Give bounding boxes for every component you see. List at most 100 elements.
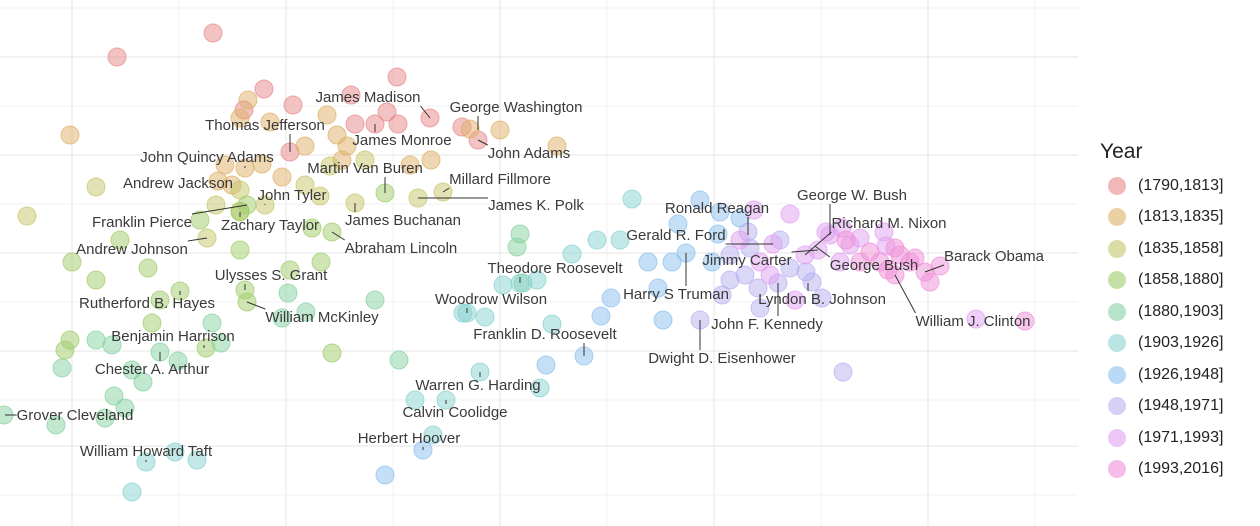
data-point bbox=[322, 343, 342, 363]
data-point bbox=[187, 450, 207, 470]
data-point bbox=[60, 330, 80, 350]
data-point bbox=[377, 102, 397, 122]
data-point bbox=[423, 425, 443, 445]
data-point bbox=[388, 114, 408, 134]
data-point bbox=[493, 275, 513, 295]
legend-label: (1926,1948] bbox=[1138, 365, 1224, 383]
data-point bbox=[280, 260, 300, 280]
data-point bbox=[610, 230, 630, 250]
data-point bbox=[690, 190, 710, 210]
data-point bbox=[168, 351, 188, 371]
point-labels: James Madison George Washington Thomas Jef… bbox=[17, 89, 1045, 460]
data-point bbox=[62, 252, 82, 272]
legend-item: (1948,1971] bbox=[1100, 391, 1223, 423]
point-label: Zachary Taylor bbox=[221, 217, 319, 234]
data-point bbox=[203, 23, 223, 43]
point-label: Thomas Jefferson bbox=[205, 117, 325, 134]
legend-swatch bbox=[1108, 460, 1126, 479]
data-point bbox=[295, 136, 315, 156]
data-point bbox=[712, 285, 732, 305]
legend-swatch bbox=[1108, 428, 1126, 447]
point-label: William Howard Taft bbox=[80, 443, 213, 460]
data-point bbox=[272, 167, 292, 187]
data-point bbox=[375, 465, 395, 485]
data-point bbox=[150, 290, 170, 310]
data-point bbox=[320, 156, 340, 176]
data-point bbox=[785, 290, 805, 310]
data-point bbox=[744, 200, 764, 220]
point-label: Chester A. Arthur bbox=[95, 361, 209, 378]
point-label: John F. Kennedy bbox=[711, 316, 823, 333]
point-label: Harry S Truman bbox=[623, 286, 729, 303]
data-point bbox=[750, 252, 770, 272]
point-label: Dwight D. Eisenhower bbox=[648, 350, 796, 367]
data-point bbox=[86, 177, 106, 197]
data-point bbox=[400, 155, 420, 175]
data-point bbox=[46, 415, 66, 435]
point-label: John Tyler bbox=[258, 187, 327, 204]
point-label: Lyndon B. Johnson bbox=[758, 291, 886, 308]
data-point bbox=[311, 252, 331, 272]
point-label: Martin Van Buren bbox=[307, 160, 423, 177]
legend-swatch bbox=[1108, 334, 1126, 353]
data-point bbox=[601, 288, 621, 308]
data-point bbox=[1015, 311, 1035, 331]
data-point bbox=[780, 204, 800, 224]
data-point bbox=[547, 136, 567, 156]
legend-item: (1880,1903] bbox=[1100, 296, 1223, 328]
data-point bbox=[708, 224, 728, 244]
point-label: Rutherford B. Hayes bbox=[79, 295, 215, 312]
data-point bbox=[138, 258, 158, 278]
legend-item: (1813,1835] bbox=[1100, 202, 1223, 234]
point-label: William J. Clinton bbox=[915, 313, 1030, 330]
data-point bbox=[208, 171, 228, 191]
data-point bbox=[622, 189, 642, 209]
data-point bbox=[345, 114, 365, 134]
data-point bbox=[86, 270, 106, 290]
data-point bbox=[211, 333, 231, 353]
data-point bbox=[885, 238, 905, 258]
point-label: Calvin Coolidge bbox=[402, 404, 507, 421]
legend-item: (1858,1880] bbox=[1100, 265, 1223, 297]
data-point bbox=[878, 260, 898, 280]
data-point bbox=[730, 230, 750, 250]
label-leader-line bbox=[924, 264, 945, 273]
data-point bbox=[133, 372, 153, 392]
data-point bbox=[104, 386, 124, 406]
point-label: Andrew Jackson bbox=[123, 175, 233, 192]
data-point bbox=[107, 47, 127, 67]
data-point bbox=[833, 362, 853, 382]
legend-title: Year bbox=[1100, 140, 1143, 163]
data-point bbox=[310, 186, 330, 206]
legend-item: (1971,1993] bbox=[1100, 422, 1223, 454]
data-point bbox=[215, 155, 235, 175]
legend-label: (1790,1813] bbox=[1138, 176, 1224, 194]
point-label: Richard M. Nixon bbox=[831, 215, 946, 232]
data-point bbox=[966, 309, 986, 329]
legend-item: (1790,1813] bbox=[1100, 170, 1223, 202]
data-point bbox=[254, 79, 274, 99]
label-leader-line bbox=[187, 237, 208, 242]
data-point bbox=[405, 390, 425, 410]
point-label: Barack Obama bbox=[944, 248, 1045, 265]
data-point bbox=[190, 210, 210, 230]
legend-label: (1971,1993] bbox=[1138, 428, 1224, 446]
legend-item: (1926,1948] bbox=[1100, 359, 1223, 391]
data-point bbox=[60, 125, 80, 145]
data-point bbox=[812, 288, 832, 308]
point-label: John Adams bbox=[488, 145, 571, 162]
legend-label: (1903,1926] bbox=[1138, 334, 1224, 352]
legend-item: (1993,2016] bbox=[1100, 454, 1223, 486]
label-leader-line bbox=[791, 249, 819, 253]
data-point bbox=[750, 298, 770, 318]
data-point bbox=[86, 330, 106, 350]
data-point bbox=[260, 112, 280, 132]
data-point bbox=[648, 278, 668, 298]
data-point bbox=[122, 360, 142, 380]
data-point bbox=[278, 283, 298, 303]
data-point bbox=[653, 310, 673, 330]
data-point bbox=[760, 265, 780, 285]
data-point bbox=[490, 120, 510, 140]
legend-swatch bbox=[1108, 208, 1126, 227]
data-point bbox=[202, 313, 222, 333]
